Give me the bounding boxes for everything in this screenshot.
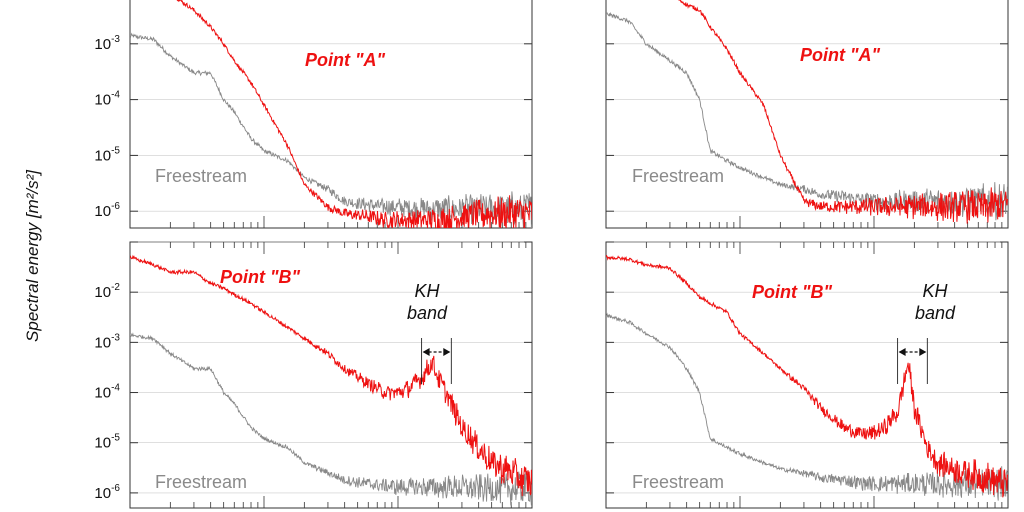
y-tick-label: 10-5	[94, 433, 120, 452]
point-label: Point "B"	[752, 282, 833, 302]
arrowhead-right-icon	[919, 348, 927, 356]
freestream-label: Freestream	[632, 472, 724, 492]
series-line	[176, 0, 532, 228]
series-line	[606, 254, 1008, 498]
panel-frame	[129, 0, 533, 229]
arrowhead-right-icon	[443, 348, 451, 356]
panel-top-left: 10-3 10-4 10-5 10-6 Point "A" Freestream	[94, 0, 533, 229]
kh-band-label: band	[407, 303, 448, 323]
series-line	[130, 332, 532, 506]
y-tick-label: 10-3	[94, 332, 120, 351]
y-axis-label: Spectral energy [m²/s²]	[23, 169, 42, 342]
panel-frame	[605, 0, 1009, 229]
freestream-label: Freestream	[632, 166, 724, 186]
point-label: Point "A"	[305, 50, 386, 70]
y-tick-label: 10-2	[94, 282, 120, 301]
y-tick-label: 10-6	[94, 483, 120, 502]
arrowhead-left-icon	[422, 348, 430, 356]
series-line	[606, 312, 1008, 501]
kh-band-label: KH	[922, 281, 948, 301]
freestream-label: Freestream	[155, 472, 247, 492]
y-tick-label: 10-4	[94, 383, 120, 402]
y-tick-label: 10-3	[94, 34, 120, 53]
y-tick-label: 10-5	[94, 145, 120, 164]
panel-bottom-left: 10-2 10-3 10-4 10-5 10-6 Point "B" Freestream K…	[94, 241, 533, 509]
series-line	[130, 254, 532, 497]
kh-band-label: band	[915, 303, 956, 323]
series-line	[676, 0, 1008, 224]
kh-band-label: KH	[414, 281, 440, 301]
point-label: Point "A"	[800, 45, 881, 65]
y-tick-label: 10-4	[94, 90, 120, 109]
point-label: Point "B"	[220, 267, 301, 287]
panel-frame	[129, 241, 533, 509]
arrowhead-left-icon	[898, 348, 906, 356]
panel-top-right: Point "A" Freestream	[605, 0, 1009, 229]
y-tick-label: 10-6	[94, 201, 120, 220]
freestream-label: Freestream	[155, 166, 247, 186]
